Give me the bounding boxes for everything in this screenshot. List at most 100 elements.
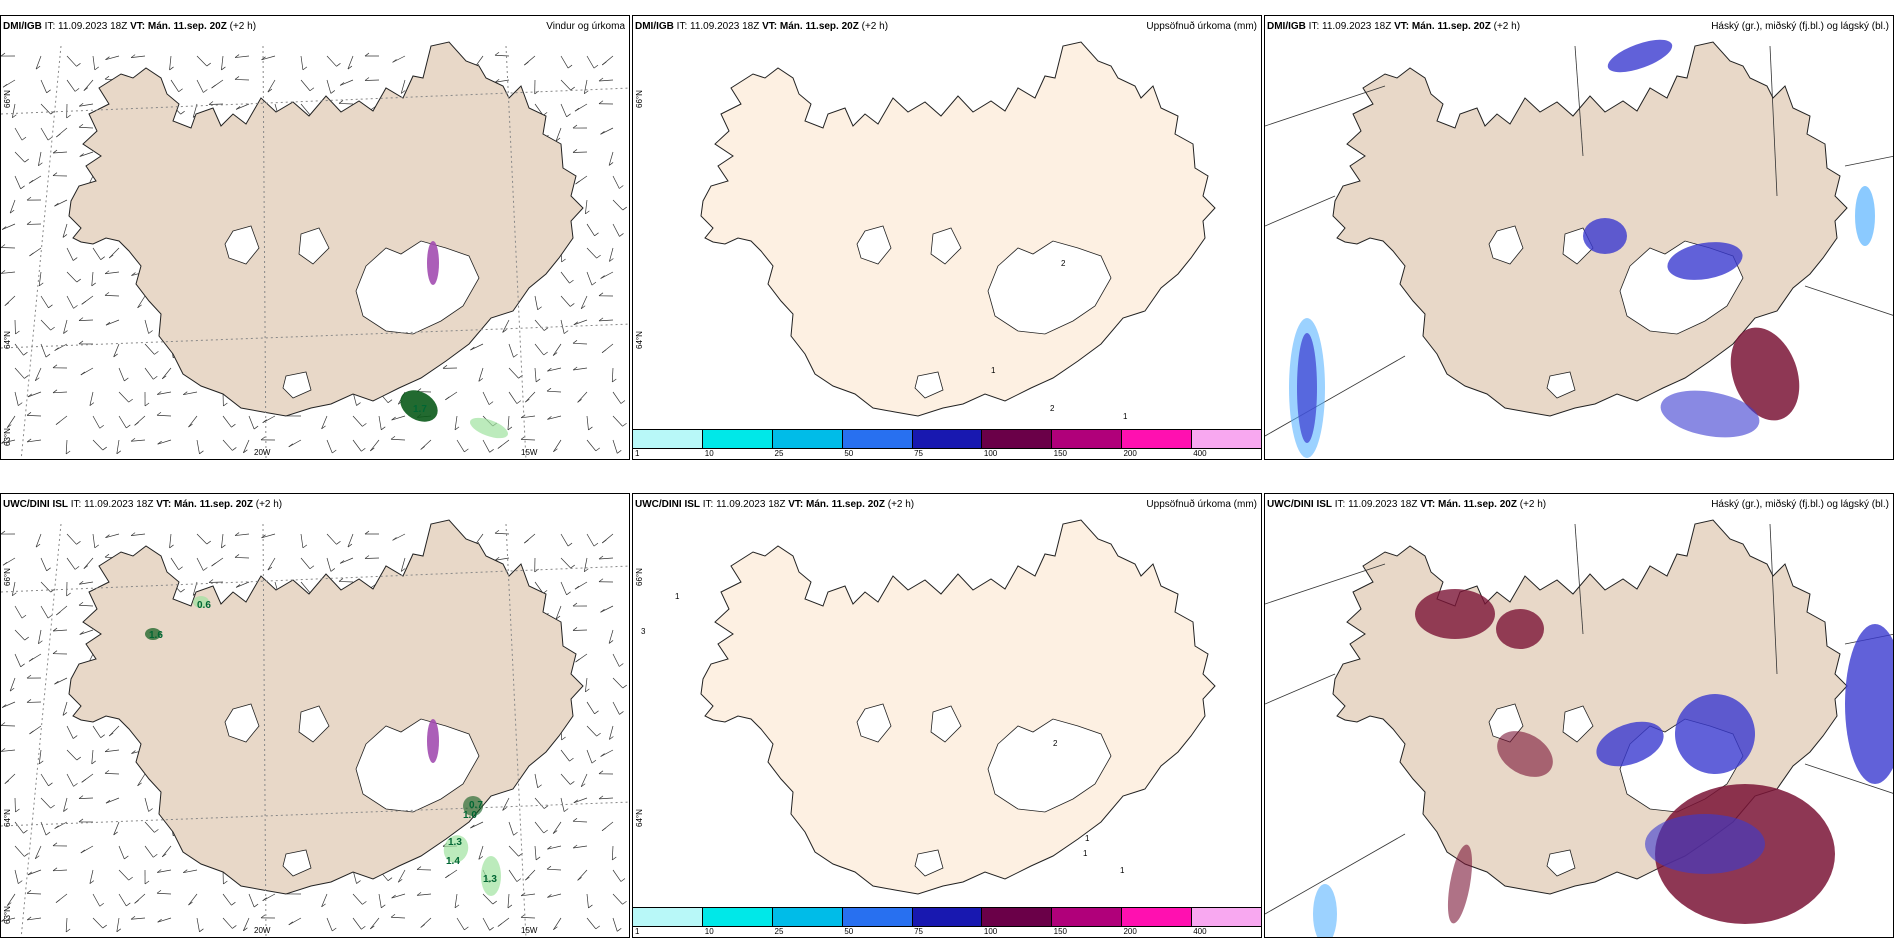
colorbar-cell <box>772 908 843 926</box>
lon-label-20w: 20W <box>254 448 271 457</box>
precip-value-label: 2 <box>1050 404 1055 413</box>
glacier-outline <box>1488 225 1524 265</box>
lat-label-63n: 63°N <box>3 906 12 924</box>
panel-wind-precip-uwc: UWC/DINI ISL IT: 11.09.2023 18Z VT: Mán.… <box>0 493 630 938</box>
lon-label-20w: 20W <box>254 926 271 935</box>
colorbar-cell <box>633 908 703 926</box>
valid-time-label: VT: <box>130 21 146 32</box>
colorbar-cell <box>702 908 773 926</box>
colorbar-cell <box>772 430 843 448</box>
precip-value-label: 1.0 <box>463 810 477 821</box>
lead-time: (+2 h) <box>229 21 257 32</box>
colorbar-tick-label: 200 <box>1123 927 1137 936</box>
valid-time: Mán. 11.sep. 20Z <box>147 21 227 32</box>
colorbar-cell <box>842 430 913 448</box>
glacier-outline <box>355 240 480 335</box>
lead-time: (+2 h) <box>1519 499 1547 510</box>
precip-value-label: 1 <box>1085 834 1090 843</box>
precip-value-label: 1 <box>991 366 996 375</box>
colorbar <box>633 429 1261 449</box>
cloud-cover-map <box>1265 519 1893 937</box>
lead-time: (+2 h) <box>255 499 283 510</box>
precip-value-label: 0.7 <box>469 800 483 811</box>
cloud-area <box>1583 218 1627 254</box>
precip-value-label: 1.3 <box>483 874 497 885</box>
model-name: DMI/IGB <box>635 21 674 32</box>
lat-label-64n: 64°N <box>3 331 12 349</box>
precip-area <box>145 628 161 640</box>
iceland-landmass <box>68 519 584 895</box>
colorbar-tick-label: 10 <box>704 927 714 936</box>
lat-label-63n: 63°N <box>3 428 12 446</box>
precip-area <box>470 417 508 439</box>
lead-time: (+2 h) <box>1493 21 1521 32</box>
precip-area <box>427 241 439 285</box>
panel-accum-precip-uwc: UWC/DINI ISL IT: 11.09.2023 18Z VT: Mán.… <box>632 493 1262 938</box>
precip-area <box>463 796 483 816</box>
cloud-area <box>1645 814 1765 874</box>
glacier-outline <box>355 718 480 813</box>
lon-label-15w: 15W <box>521 448 538 457</box>
colorbar-tick-label: 25 <box>774 449 784 458</box>
cloud-area <box>1496 609 1544 649</box>
colorbar-cell <box>633 430 703 448</box>
valid-time: Mán. 11.sep. 20Z <box>779 21 859 32</box>
glacier-outline <box>224 703 260 743</box>
colorbar-tick-label: 150 <box>1053 449 1068 458</box>
panel-clouds-dmi: DMI/IGB IT: 11.09.2023 18Z VT: Mán. 11.s… <box>1264 15 1894 460</box>
colorbar-tick-label: 10 <box>704 449 714 458</box>
precip-value-label: 3 <box>641 627 646 636</box>
precip-value-label: 1.7 <box>413 404 427 415</box>
valid-time-label: VT: <box>788 499 804 510</box>
iceland-landmass <box>700 41 1216 417</box>
panel-header: DMI/IGB IT: 11.09.2023 18Z VT: Mán. 11.s… <box>1267 21 1889 32</box>
panel-header: UWC/DINI ISL IT: 11.09.2023 18Z VT: Mán.… <box>635 499 1257 510</box>
lat-label-66n: 66°N <box>635 568 644 586</box>
valid-time-label: VT: <box>156 499 172 510</box>
init-time: 11.09.2023 18Z <box>716 499 786 510</box>
graticule <box>1 45 629 459</box>
colorbar-cell <box>982 430 1053 448</box>
precip-value-label: 2 <box>1053 739 1058 748</box>
colorbar-ticks: 1 10 25 50 75 100 150 200 400 <box>633 449 1261 459</box>
glacier-outline <box>987 718 1112 813</box>
cloud-area <box>1660 390 1760 438</box>
iceland-landmass <box>68 41 584 417</box>
init-time-label: IT: <box>1334 499 1346 510</box>
panel-header: DMI/IGB IT: 11.09.2023 18Z VT: Mán. 11.s… <box>635 21 1257 32</box>
glacier-outline <box>856 703 892 743</box>
cloud-area <box>1730 327 1800 421</box>
precip-area <box>443 835 469 863</box>
init-time: 11.09.2023 18Z <box>690 21 760 32</box>
colorbar-cell <box>702 430 773 448</box>
lat-label-66n: 66°N <box>3 568 12 586</box>
cloud-area <box>1313 884 1337 937</box>
precip-area <box>481 856 501 896</box>
wind-precip-map <box>1 519 629 937</box>
lead-time: (+2 h) <box>861 21 889 32</box>
accum-precip-map <box>700 41 1216 417</box>
glacier-outline <box>1546 849 1576 877</box>
cloud-area <box>1667 242 1743 280</box>
panel-header: UWC/DINI ISL IT: 11.09.2023 18Z VT: Mán.… <box>1267 499 1889 510</box>
cloud-area <box>1497 731 1553 777</box>
colorbar-tick-label: 200 <box>1123 449 1137 458</box>
init-time-label: IT: <box>702 499 714 510</box>
init-time: 11.09.2023 18Z <box>58 21 128 32</box>
colorbar-cell <box>1052 430 1123 448</box>
accum-precip-map <box>700 519 1216 895</box>
glacier-outline <box>298 227 330 265</box>
colorbar-tick-label: 400 <box>1193 927 1207 936</box>
lon-label-15w: 15W <box>521 926 538 935</box>
lat-label-64n: 64°N <box>635 809 644 827</box>
precip-area <box>193 596 209 608</box>
valid-time: Mán. 11.sep. 20Z <box>174 499 253 510</box>
panel-title: Uppsöfnuð úrkoma (mm) <box>1146 499 1257 510</box>
valid-time: Mán. 11.sep. 20Z <box>1411 21 1491 32</box>
cloud-area <box>1855 186 1875 246</box>
colorbar-cell <box>1192 908 1261 926</box>
cloud-area <box>1297 333 1317 443</box>
precip-value-label: 1 <box>675 592 680 601</box>
colorbar <box>633 907 1261 927</box>
colorbar-cell <box>842 908 913 926</box>
